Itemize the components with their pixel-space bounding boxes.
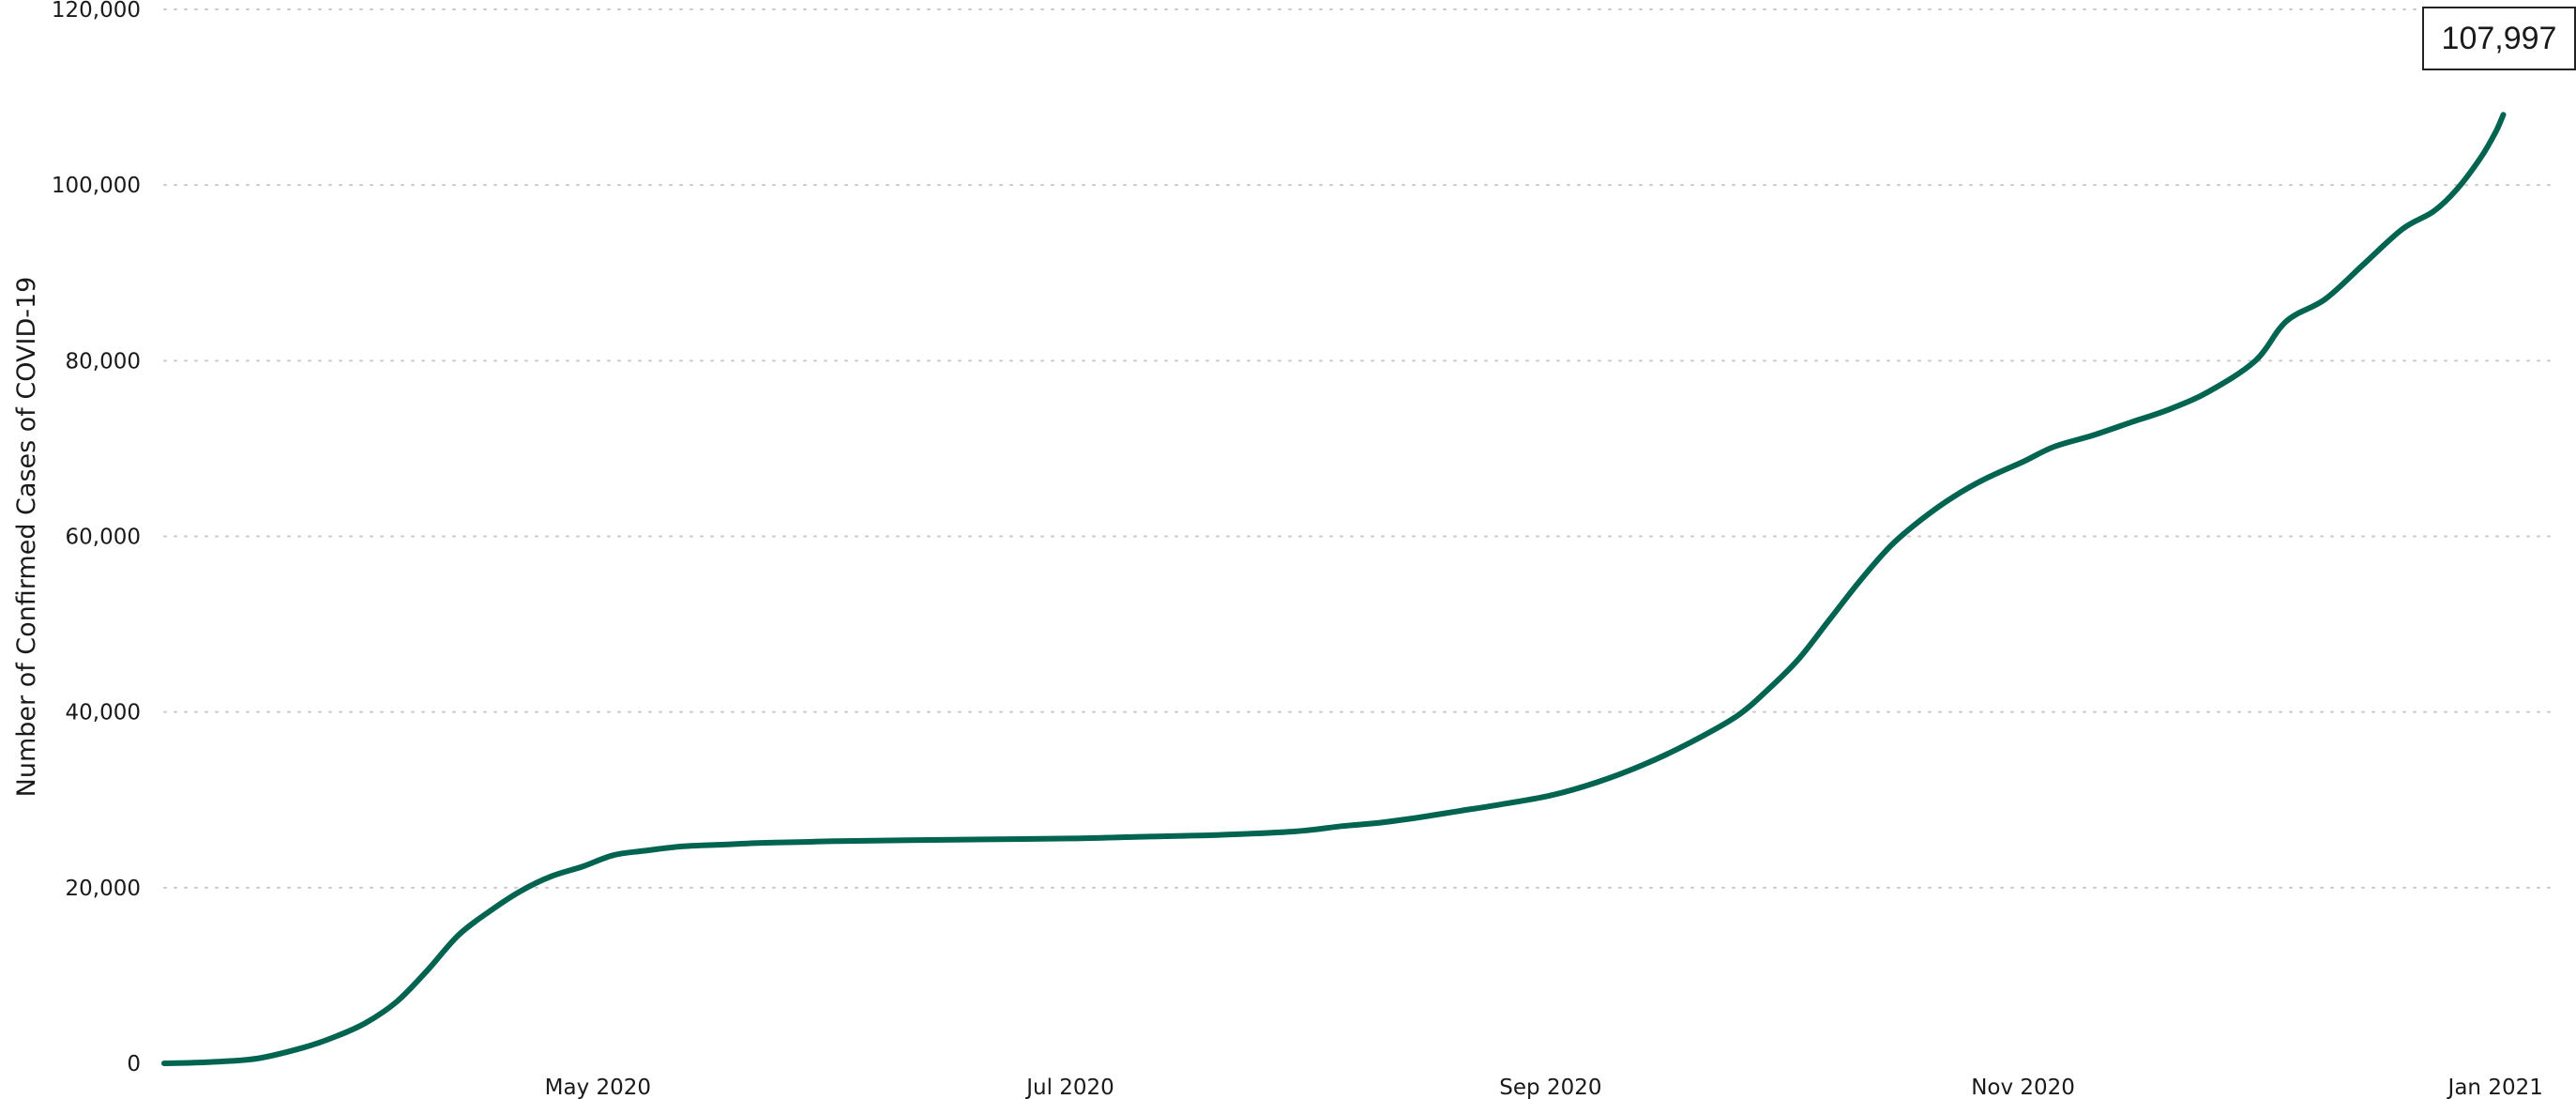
latest-value-label: 107,997: [2442, 21, 2557, 56]
y-tick-label: 0: [127, 1052, 141, 1076]
y-gridlines: [163, 8, 2551, 889]
y-tick-label: 120,000: [52, 0, 141, 23]
y-tick-label: 80,000: [66, 349, 141, 374]
y-tick-label: 40,000: [66, 701, 141, 725]
confirmed-cases-line: [161, 112, 2507, 1066]
latest-value-callout-box: [2422, 7, 2576, 70]
y-tick-label: 100,000: [52, 174, 141, 198]
latest-value-callout: 107,997: [2422, 7, 2576, 70]
x-tick-label: Jan 2021: [2447, 1076, 2543, 1099]
y-tick-label: 60,000: [66, 526, 141, 550]
y-tick-label: 20,000: [66, 877, 141, 901]
x-tick-label: Jul 2020: [1024, 1076, 1114, 1099]
x-tick-label: Nov 2020: [1971, 1076, 2075, 1099]
y-axis-label: Number of Confirmed Cases of COVID-19: [12, 277, 41, 798]
y-axis-tick-labels: 0 20,000 40,000 60,000 80,000 100,000 120,000: [52, 0, 141, 1076]
x-tick-label: May 2020: [545, 1076, 651, 1099]
series-layer: [161, 112, 2507, 1066]
x-axis-tick-labels: May 2020 Jul 2020 Sep 2020 Nov 2020 Jan 2021: [545, 1076, 2543, 1099]
x-tick-label: Sep 2020: [1499, 1076, 1601, 1099]
